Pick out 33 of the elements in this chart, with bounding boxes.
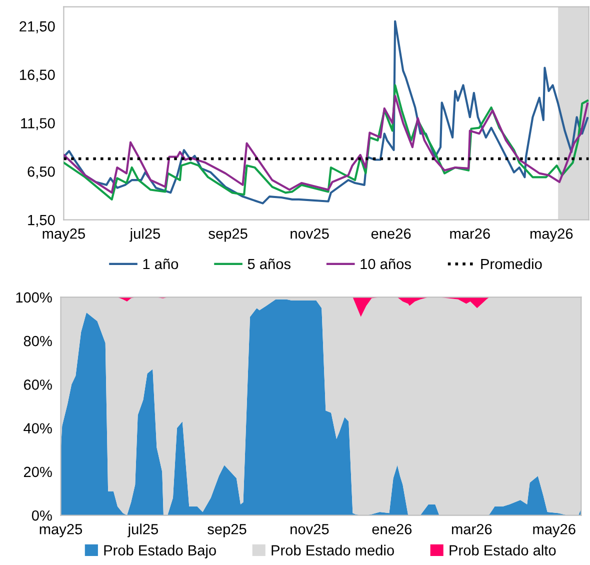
legend-label: 10 años — [360, 258, 411, 270]
x-tick-label: nov25 — [290, 524, 329, 534]
y-tick-label: 21,50 — [20, 21, 55, 34]
x-tick-label: mar26 — [452, 524, 492, 534]
legend-label: 5 años — [248, 258, 291, 270]
x-tick-label: may25 — [40, 524, 82, 538]
y-tick-label: 40% — [24, 423, 52, 434]
legend-label: Prob Estado Bajo — [104, 544, 216, 558]
y-tick-label: 100% — [16, 292, 52, 303]
x-tick-label: ene26 — [371, 228, 411, 239]
x-tick-label: may26 — [530, 228, 573, 242]
x-tick-label: jul25 — [127, 524, 158, 538]
x-tick-label: nov25 — [290, 228, 329, 239]
y-tick-label: 60% — [24, 380, 52, 390]
legend-label: Prob Estado alto — [450, 544, 556, 556]
legend-label: Prob Estado medio — [272, 544, 394, 556]
x-tick-label: sep25 — [208, 228, 248, 242]
x-tick-label: jul25 — [129, 228, 160, 242]
line-series — [64, 20, 589, 204]
y-tick-label: 11,50 — [21, 118, 55, 130]
legend-label: 1 año — [143, 258, 178, 270]
x-tick-label: mar26 — [450, 228, 490, 239]
x-tick-label: may26 — [533, 524, 576, 538]
y-tick-label: 20% — [24, 466, 52, 478]
legend-label: Promedio — [481, 258, 542, 270]
y-tick-label: 1,50 — [28, 214, 55, 227]
y-tick-label: 6,50 — [28, 166, 55, 179]
x-tick-label: ene26 — [372, 524, 412, 534]
x-tick-label: may25 — [42, 228, 85, 242]
y-tick-label: 0% — [32, 510, 52, 521]
x-tick-label: sep25 — [208, 524, 246, 538]
y-tick-label: 80% — [24, 336, 52, 346]
y-tick-label: 16,50 — [20, 70, 55, 82]
